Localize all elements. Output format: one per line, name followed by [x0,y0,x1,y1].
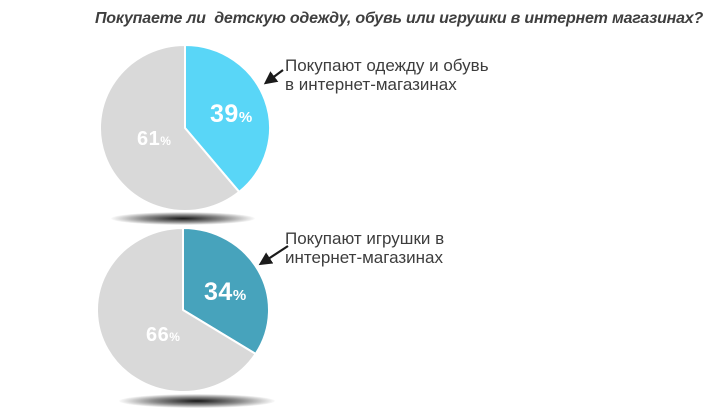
percent-sign: % [160,134,172,148]
percent-value: 66 [146,324,170,346]
percent-value: 34 [204,278,233,306]
pie-slice-highlight [184,44,271,193]
percent-value: 39 [210,100,239,128]
callout-clothes-shoes: Покупают одежду и обувь в интернет-магаз… [285,56,489,94]
callout-line: Покупают игрушки в [285,229,445,248]
percent-sign: % [238,109,253,126]
percent-label-toys-highlight: 34% [204,278,247,307]
callout-line: интернет-магазинах [285,248,443,267]
pie-shadow-bottom [119,394,275,408]
percent-label-clothes-highlight: 39% [210,100,253,129]
pie-slice-remainder [96,227,257,393]
pie-chart-clothes-shoes [99,44,271,212]
callout-toys: Покупают игрушки в интернет-магазинах [285,229,444,267]
chart-title: Покупаете ли детскую одежду, обувь или и… [95,10,704,27]
callout-arrow-clothes-icon [263,69,284,85]
percent-label-toys-remainder: 66% [146,324,180,347]
callout-arrow-toys-icon [258,245,289,266]
pie-shadow-top [111,212,255,225]
percent-sign: % [169,330,181,344]
percent-sign: % [232,287,247,304]
pie-chart-toys [96,227,270,393]
callout-line: Покупают одежду и обувь [285,56,489,75]
percent-value: 61 [137,128,161,150]
callout-line: в интернет-магазинах [285,75,457,94]
percent-label-clothes-remainder: 61% [137,128,171,151]
pie-slice-remainder [99,44,241,212]
